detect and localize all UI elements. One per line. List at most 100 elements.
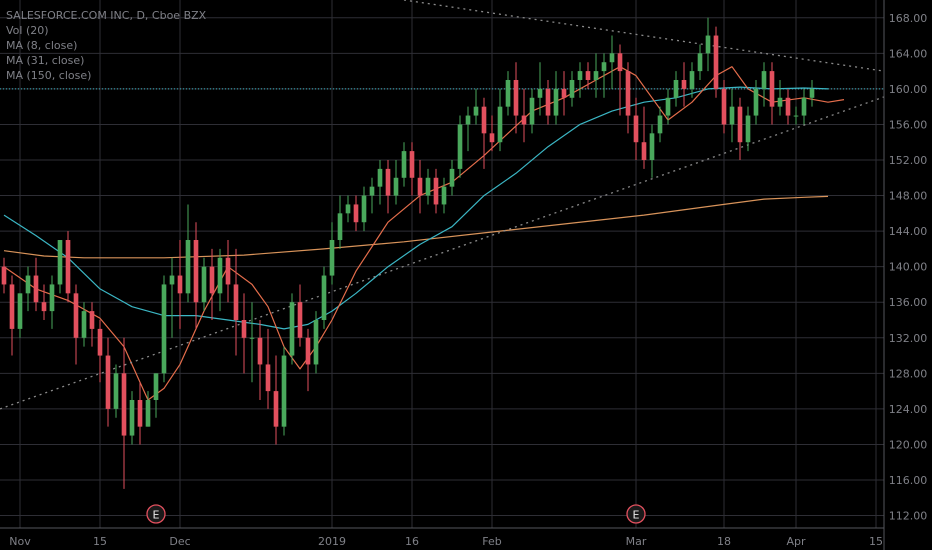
- candle-body: [729, 106, 735, 125]
- y-tick-label: 136.00: [889, 296, 928, 309]
- candle-body: [777, 97, 783, 107]
- candle-body: [289, 302, 295, 356]
- candle-body: [225, 257, 231, 285]
- candle-body: [417, 177, 423, 196]
- candle-body: [705, 35, 711, 54]
- candle-body: [81, 311, 87, 338]
- candle-body: [449, 168, 455, 187]
- candle-body: [505, 80, 511, 107]
- earnings-marker-label: E: [633, 509, 640, 522]
- candle-body: [633, 115, 639, 143]
- x-tick-label: Feb: [482, 535, 501, 548]
- candle-body: [305, 337, 311, 365]
- y-tick-label: 140.00: [889, 261, 928, 274]
- earnings-marker-label: E: [153, 509, 160, 522]
- x-tick-label: Dec: [169, 535, 190, 548]
- y-tick-label: 112.00: [889, 510, 928, 523]
- legend-ma8[interactable]: MA (8, close): [6, 39, 78, 52]
- candle-body: [521, 115, 527, 125]
- candle-body: [793, 115, 799, 117]
- candle-body: [377, 168, 383, 187]
- candle-body: [233, 284, 239, 320]
- candle-body: [65, 240, 71, 294]
- candle-body: [105, 355, 111, 409]
- candle-body: [713, 35, 719, 89]
- candle-body: [121, 373, 127, 436]
- candle-body: [49, 284, 55, 312]
- candle-body: [697, 53, 703, 72]
- candle-body: [737, 106, 743, 143]
- symbol-title[interactable]: SALESFORCE.COM INC, D, Cboe BZX: [6, 9, 207, 22]
- candle-body: [145, 400, 151, 427]
- y-tick-label: 120.00: [889, 438, 928, 451]
- candle-body: [617, 53, 623, 72]
- y-tick-label: 116.00: [889, 474, 928, 487]
- candle-body: [753, 88, 759, 116]
- candle-body: [177, 275, 183, 294]
- candle-body: [649, 133, 655, 160]
- candle-body: [137, 400, 143, 427]
- candle-body: [353, 204, 359, 223]
- candle-body: [577, 71, 583, 80]
- legend-ma31[interactable]: MA (31, close): [6, 54, 85, 67]
- candle-body: [473, 106, 479, 116]
- y-tick-label: 132.00: [889, 332, 928, 345]
- candle-body: [321, 275, 327, 320]
- candle-body: [89, 311, 95, 329]
- y-tick-label: 124.00: [889, 403, 928, 416]
- candle-body: [25, 275, 31, 294]
- candle-body: [113, 373, 119, 409]
- candle-body: [161, 284, 167, 374]
- y-tick-label: 160.00: [889, 83, 928, 96]
- candle-body: [385, 168, 391, 196]
- ma150-line: [3, 195, 829, 259]
- y-tick-label: 144.00: [889, 225, 928, 238]
- earnings-marker-badge[interactable]: [626, 504, 646, 524]
- x-tick-label: Nov: [9, 535, 31, 548]
- trendlines: [0, 0, 885, 410]
- candlesticks: [1, 17, 815, 489]
- candle-body: [393, 177, 399, 196]
- candle-body: [665, 97, 671, 116]
- candle-body: [425, 177, 431, 196]
- candle-body: [73, 293, 79, 338]
- trendline: [0, 96, 885, 410]
- candle-body: [673, 80, 679, 98]
- x-tick-label: 15: [93, 535, 107, 548]
- candle-body: [345, 204, 351, 214]
- candle-body: [313, 320, 319, 365]
- y-tick-label: 164.00: [889, 47, 928, 60]
- candle-body: [801, 97, 807, 116]
- y-tick-label: 128.00: [889, 367, 928, 380]
- candle-body: [201, 266, 207, 303]
- candle-body: [297, 302, 303, 338]
- legend-vol[interactable]: Vol (20): [6, 24, 49, 37]
- candle-body: [689, 71, 695, 89]
- candle-body: [457, 124, 463, 169]
- candle-body: [401, 151, 407, 178]
- candle-body: [681, 80, 687, 89]
- candle-body: [569, 80, 575, 98]
- candle-body: [769, 71, 775, 107]
- candle-body: [441, 186, 447, 205]
- candle-body: [9, 284, 15, 329]
- candle-body: [249, 337, 255, 339]
- candle-body: [593, 71, 599, 80]
- candle-body: [97, 328, 103, 356]
- x-tick-label: Mar: [626, 535, 647, 548]
- legend-ma150[interactable]: MA (150, close): [6, 69, 92, 82]
- candle-body: [329, 240, 335, 276]
- earnings-marker-badge[interactable]: [146, 504, 166, 524]
- candle-body: [785, 97, 791, 116]
- x-tick-label: 2019: [318, 535, 346, 548]
- candle-body: [657, 115, 663, 134]
- x-tick-label: 16: [405, 535, 419, 548]
- y-tick-label: 148.00: [889, 190, 928, 203]
- candle-body: [761, 71, 767, 89]
- candle-body: [481, 106, 487, 134]
- candle-body: [529, 97, 535, 125]
- candle-body: [153, 373, 159, 400]
